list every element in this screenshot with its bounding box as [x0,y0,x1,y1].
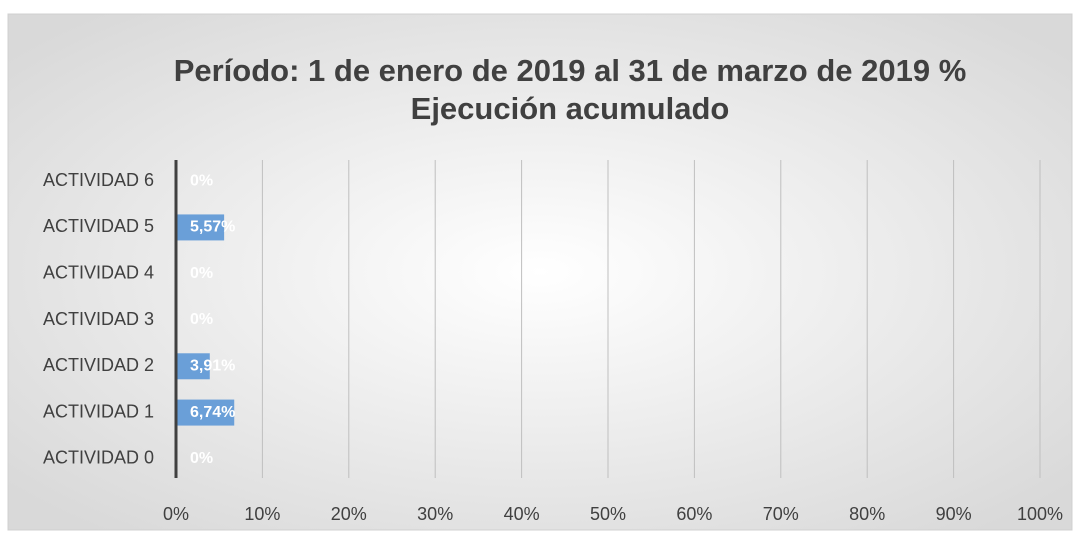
bar [176,214,225,241]
value-label: 5,57% [190,219,235,236]
y-tick-label: ACTIVIDAD 4 [43,262,154,282]
chart-area [7,13,1073,531]
value-label: 0% [190,265,213,282]
y-tick-label: ACTIVIDAD 6 [43,170,154,190]
value-label: 0% [190,450,213,467]
chart-title: Ejecución acumulado [411,91,730,126]
value-label: 0% [190,172,213,189]
x-tick-label: 90% [936,504,972,524]
x-tick-label: 0% [163,504,189,524]
chart-title: Período: 1 de enero de 2019 al 31 de mar… [174,53,967,88]
value-label: 0% [190,311,213,328]
x-tick-label: 30% [417,504,453,524]
x-tick-label: 80% [849,504,885,524]
value-label: 6,74% [190,404,235,421]
x-tick-label: 40% [504,504,540,524]
y-tick-label: ACTIVIDAD 0 [43,448,154,468]
x-tick-label: 100% [1017,504,1063,524]
y-tick-label: ACTIVIDAD 3 [43,309,154,329]
bar [176,399,235,426]
x-tick-label: 20% [331,504,367,524]
y-tick-label: ACTIVIDAD 1 [43,401,154,421]
bar [176,353,210,380]
x-tick-label: 50% [590,504,626,524]
value-label: 3,91% [190,358,235,375]
x-tick-label: 70% [763,504,799,524]
x-tick-label: 60% [676,504,712,524]
x-tick-label: 10% [244,504,280,524]
y-tick-label: ACTIVIDAD 5 [43,216,154,236]
y-tick-label: ACTIVIDAD 2 [43,355,154,375]
